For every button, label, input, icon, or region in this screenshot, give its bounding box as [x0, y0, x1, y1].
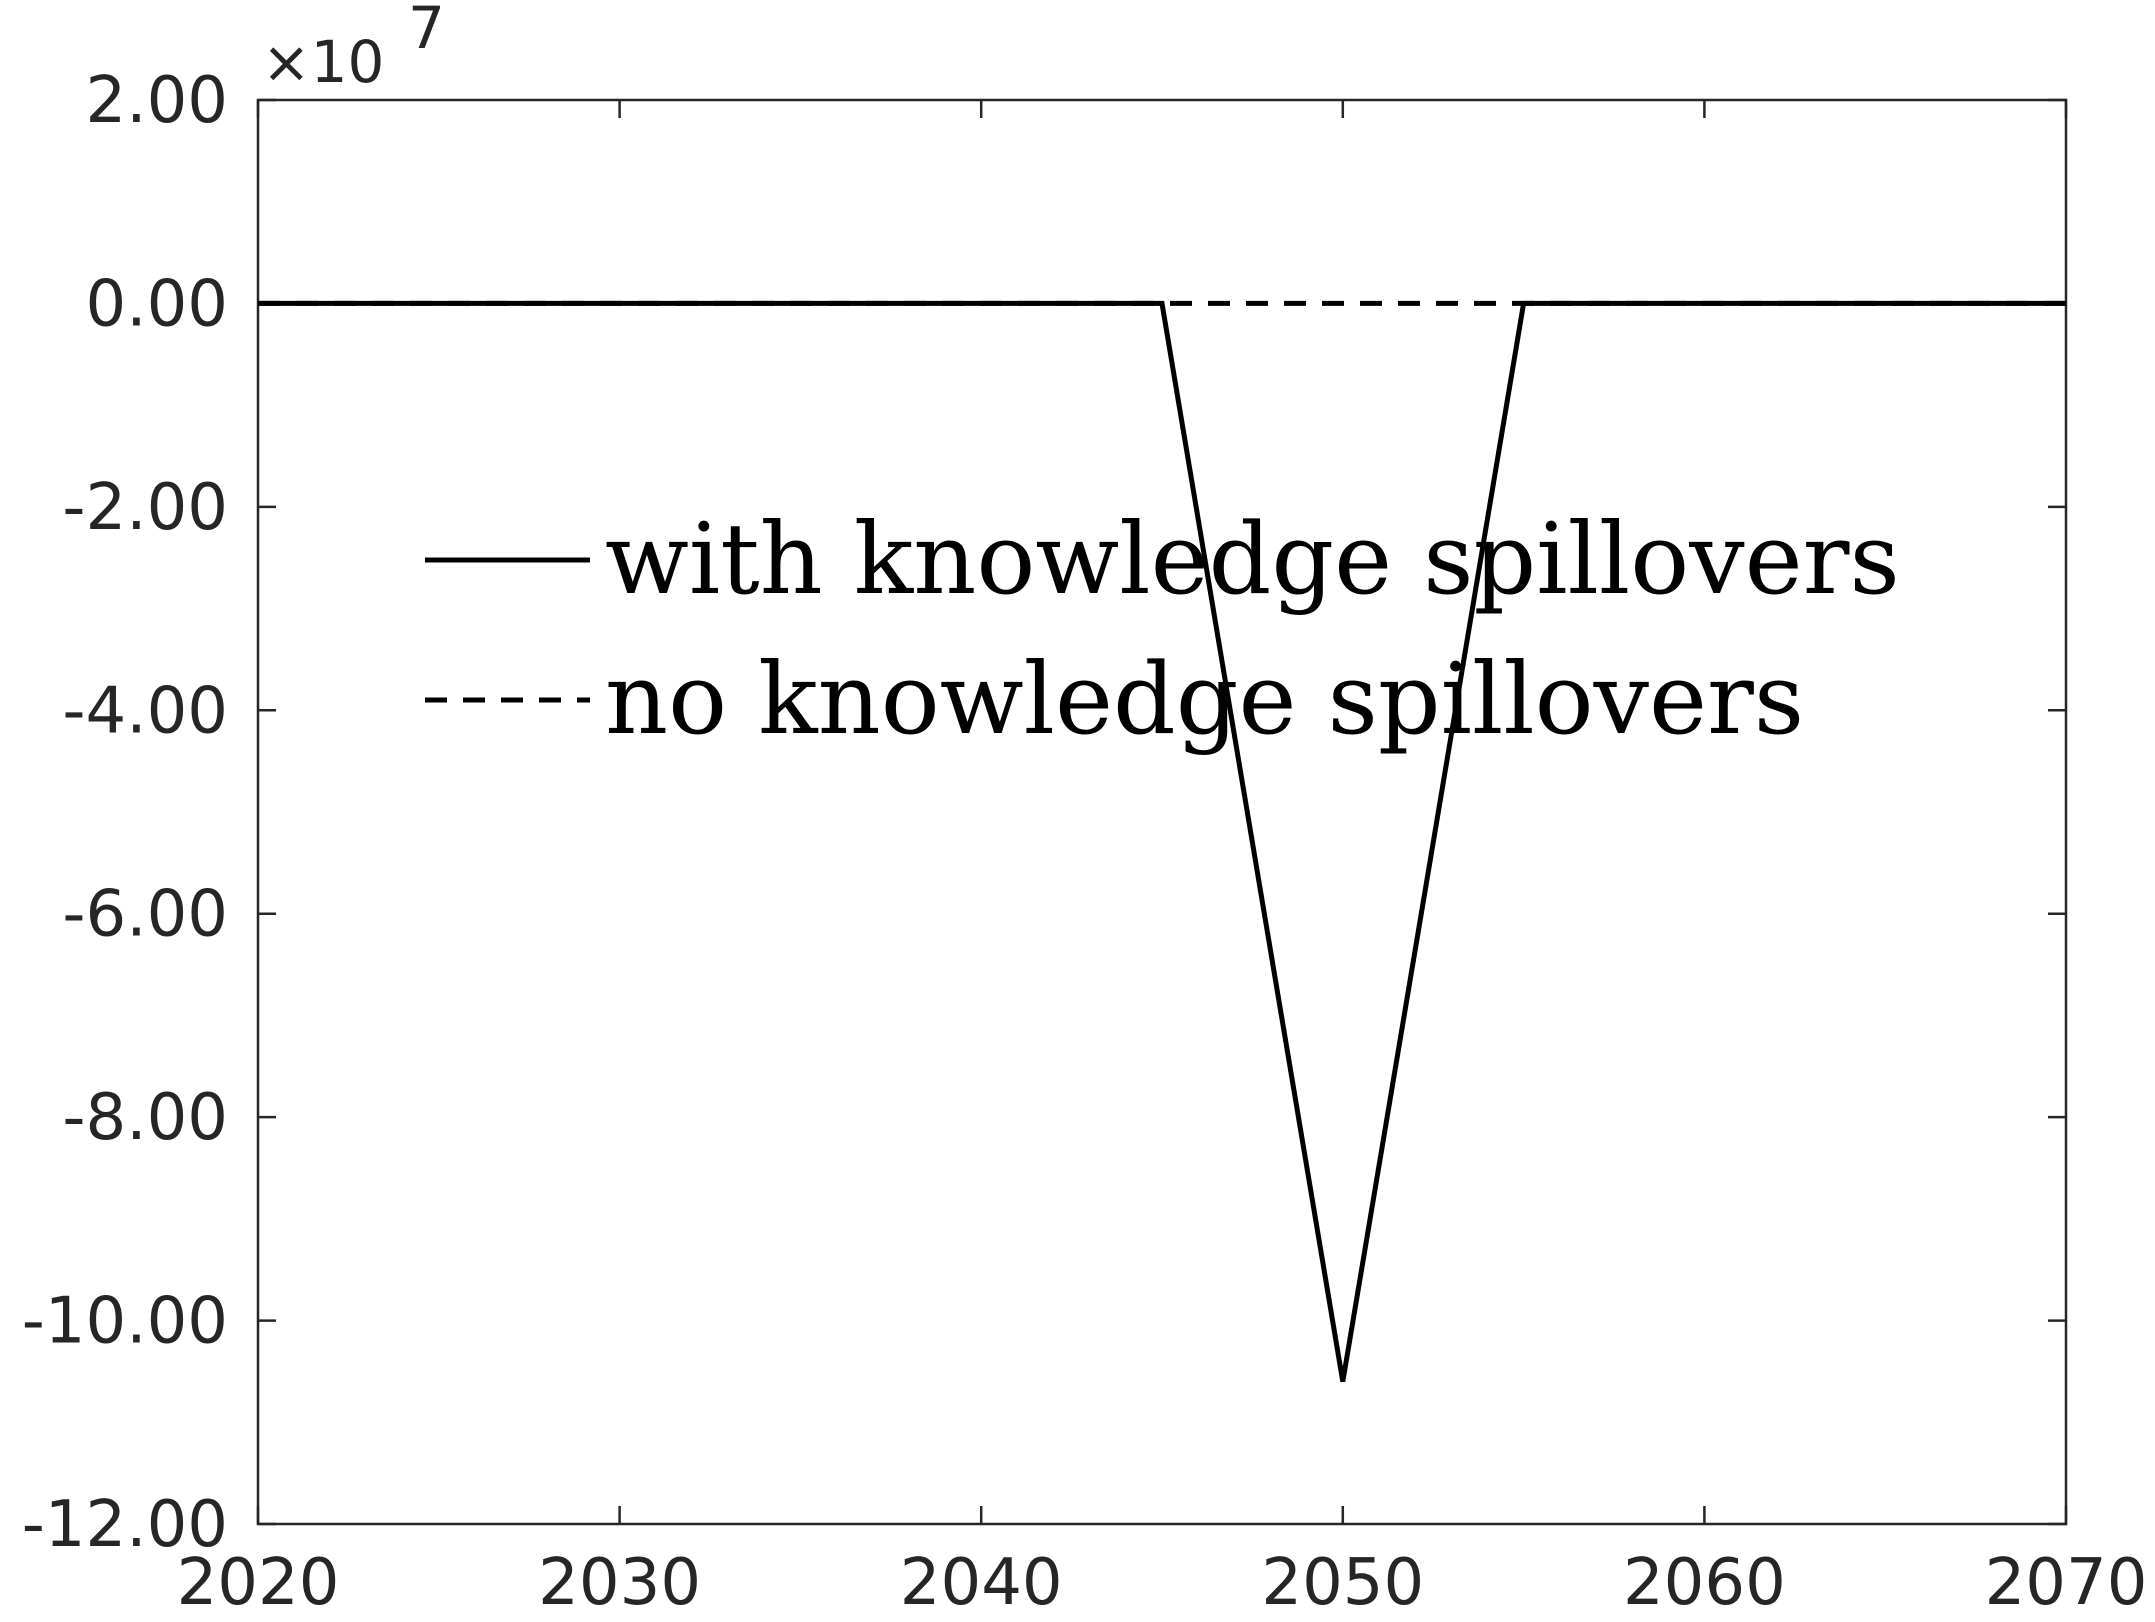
y-tick-label: -6.00 [62, 878, 228, 952]
y-exponent-power: 7 [408, 0, 445, 62]
series-lines [258, 300, 2066, 1383]
y-tick-label: -10.00 [22, 1285, 228, 1359]
y-tick-label: 0.00 [86, 267, 229, 341]
x-tick-label: 2060 [1623, 1546, 1786, 1620]
y-exponent-base: ×10 [262, 28, 384, 96]
x-tick-label: 2020 [177, 1546, 340, 1620]
y-axis-exponent: ×10 7 [262, 0, 445, 96]
legend-label: with knowledge spillovers [605, 503, 1900, 617]
x-tick-label: 2050 [1261, 1546, 1424, 1620]
axes [256, 98, 2068, 1526]
x-tick-label: 2070 [1985, 1546, 2148, 1620]
legend: with knowledge spillovers no knowledge sp… [425, 503, 1900, 757]
series-line-with-spillovers [258, 300, 2066, 1383]
y-tick-label: -4.00 [62, 674, 228, 748]
y-tick-label: -8.00 [62, 1081, 228, 1155]
tick-marks [256, 98, 2068, 1526]
x-tick-label: 2030 [538, 1546, 701, 1620]
y-tick-label: -2.00 [62, 471, 228, 545]
plot-area-frame [256, 98, 2068, 1526]
legend-label: no knowledge spillovers [605, 643, 1804, 757]
x-tick-label: 2040 [900, 1546, 1063, 1620]
y-tick-label: -12.00 [22, 1488, 228, 1562]
y-tick-label: 2.00 [86, 64, 229, 138]
tick-labels: 2020 2030 2040 2050 2060 2070 2.00 0.00 -2.00 -4.… [22, 64, 2148, 1620]
